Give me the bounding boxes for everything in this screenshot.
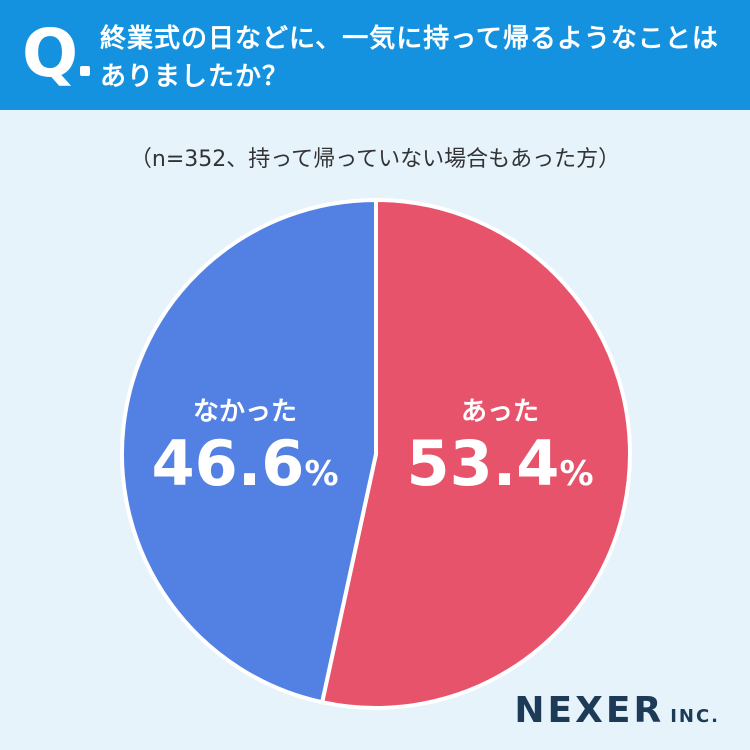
slice-category-nakatta: なかった	[192, 397, 297, 427]
slice-number-atta: 53.4	[406, 427, 560, 500]
question-header: Q 終業式の日などに、一気に持って帰るようなことは ありましたか？	[0, 0, 750, 110]
question-text: 終業式の日などに、一気に持って帰るようなことは ありましたか？	[100, 20, 740, 96]
q-dot	[80, 66, 90, 76]
brand-suffix: INC.	[670, 706, 720, 727]
slice-number-nakatta: 46.6	[151, 427, 305, 500]
pie-slice-nakatta	[119, 198, 378, 705]
slice-label-atta: あった 53.4%	[390, 395, 610, 509]
slice-category-atta: あった	[460, 397, 539, 427]
question-line-1: 終業式の日などに、一気に持って帰るようなことは	[100, 24, 719, 54]
q-label: Q	[22, 15, 79, 92]
slice-label-nakatta: なかった 46.6%	[135, 395, 355, 509]
slice-unit-atta: %	[559, 454, 594, 494]
brand-logo: NEXER INC.	[514, 690, 720, 731]
pie-slice-atta	[320, 198, 632, 710]
question-line-2: ありましたか？	[100, 62, 290, 92]
slice-unit-nakatta: %	[304, 454, 339, 494]
sample-note: （n=352、持って帰っていない場合もあった方）	[129, 147, 621, 172]
brand-name: NEXER	[514, 690, 665, 731]
slice-value-nakatta: 46.6%	[135, 429, 355, 509]
slice-value-atta: 53.4%	[390, 429, 610, 509]
